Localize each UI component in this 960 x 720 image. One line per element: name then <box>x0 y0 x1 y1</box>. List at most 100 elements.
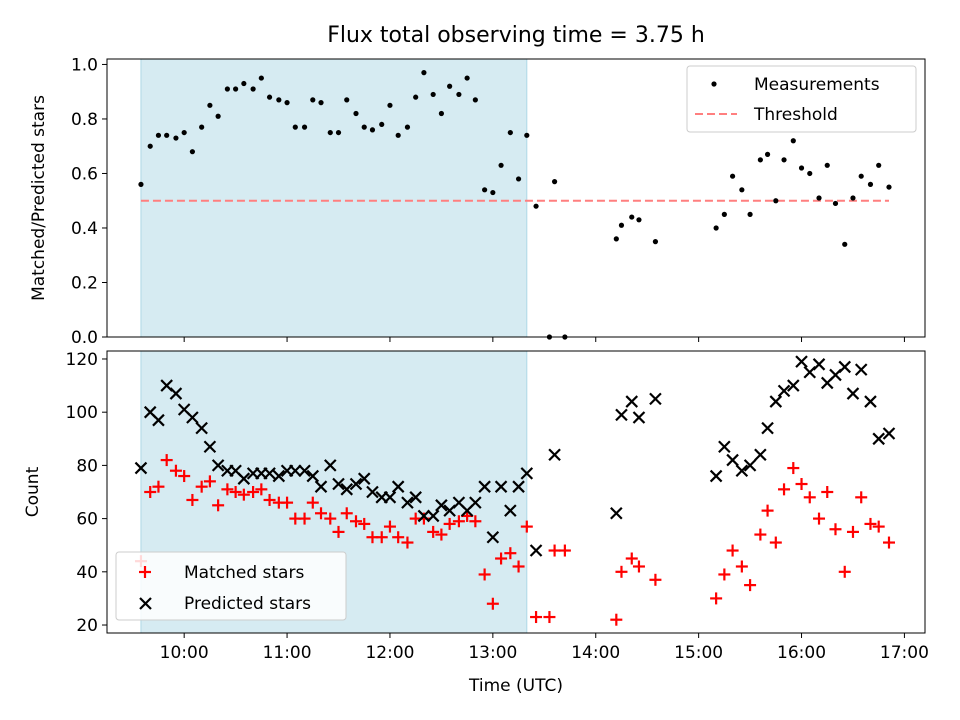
measurement-point <box>250 86 256 92</box>
predicted-star-point <box>882 427 896 440</box>
matched-star-point <box>247 486 260 498</box>
measurement-point <box>551 179 558 185</box>
matched-star-point <box>610 613 623 626</box>
matched-star-point <box>530 611 543 624</box>
measurement-point <box>613 236 619 242</box>
predicted-star-point <box>237 472 251 485</box>
matched-star-point <box>744 579 757 592</box>
measurement-point <box>498 162 504 168</box>
predicted-star-point <box>186 411 199 424</box>
matched-star-point <box>392 531 405 544</box>
matched-star-point <box>864 517 877 530</box>
predicted-star-point <box>426 509 440 523</box>
matched-star-point <box>882 536 895 549</box>
measurement-point <box>464 75 470 81</box>
matched-star-point <box>787 462 800 475</box>
bottom-legend-box <box>115 551 347 621</box>
matched-star-point <box>795 478 808 491</box>
predicted-star-point <box>152 413 165 427</box>
predicted-star-point <box>494 480 508 493</box>
measurement-point <box>310 97 316 103</box>
y-tick-label: 0.2 <box>71 273 98 293</box>
measurement-point <box>850 195 856 201</box>
matched-star-point <box>769 536 782 549</box>
measurement-point <box>629 214 635 220</box>
matched-star-point <box>520 520 533 533</box>
measurement-point <box>335 129 342 136</box>
matched-star-point <box>512 560 525 573</box>
measurement-point <box>524 132 530 138</box>
bottom-x-axis: 10:00 11:00 12:00 13:00 14:00 15:00 16:00 17:00 <box>160 633 929 663</box>
matched-star-point <box>548 544 561 557</box>
predicted-star-point <box>754 448 767 462</box>
measurement-point <box>276 97 282 103</box>
top-x-ticks <box>183 337 905 342</box>
measurement-point <box>842 241 848 247</box>
top-y-axis-label: Matched/Predicted stars <box>29 95 49 301</box>
matched-star-point <box>803 491 816 504</box>
measurement-point <box>824 162 830 168</box>
matched-star-point <box>846 525 859 538</box>
matched-star-point <box>332 525 345 538</box>
predicted-stars-series <box>134 355 896 557</box>
predicted-star-point <box>272 469 286 483</box>
measurement-point <box>757 157 763 163</box>
matched-star-point <box>632 560 645 573</box>
measurement-point <box>387 102 393 108</box>
measurement-point <box>173 135 179 141</box>
measurement-point <box>858 173 864 179</box>
x-axis-label: Time (UTC) <box>468 676 563 696</box>
y-tick-label: 20 <box>76 616 98 636</box>
predicted-star-point <box>314 480 328 493</box>
x-tick-label: 13:00 <box>468 643 517 663</box>
matched-star-point <box>625 552 638 565</box>
matched-star-point <box>735 560 748 573</box>
measurement-point <box>199 124 205 130</box>
measurement-point <box>369 127 376 133</box>
bottom-legend: Matched stars Predicted stars <box>115 551 347 621</box>
matched-star-point <box>778 483 791 496</box>
predicted-star-point <box>777 384 791 398</box>
matched-star-point <box>872 520 885 533</box>
bottom-axes-frame <box>106 350 926 634</box>
measurement-point <box>258 75 264 81</box>
measurement-point <box>181 129 187 136</box>
measurement-point <box>773 198 779 204</box>
matched-star-point <box>427 525 440 538</box>
predicted-star-point <box>761 421 774 435</box>
measurement-point <box>739 187 745 193</box>
matched-star-point <box>212 499 225 512</box>
matched-star-point <box>358 517 371 530</box>
measurement-point <box>421 70 427 76</box>
measurement-point <box>447 83 453 89</box>
y-tick-label: 120 <box>66 350 98 370</box>
predicted-star-point <box>357 472 371 485</box>
y-tick-label: 0.6 <box>71 164 98 184</box>
measurement-point <box>816 195 822 201</box>
predicted-star-point <box>520 467 534 480</box>
top-observing-span <box>140 58 528 338</box>
matched-star-point <box>469 515 482 528</box>
predicted-star-point <box>743 459 757 472</box>
measurement-point <box>292 124 298 130</box>
legend-predicted-label: Predicted stars <box>184 594 311 614</box>
predicted-star-point <box>795 355 808 368</box>
matched-star-point <box>718 568 731 581</box>
matched-star-point <box>315 507 328 520</box>
matched-star-point <box>813 512 826 525</box>
y-tick-label: 40 <box>76 563 98 583</box>
measurement-point <box>456 91 462 98</box>
matched-star-point <box>229 486 242 498</box>
x-tick-label: 16:00 <box>777 643 826 663</box>
measurement-point <box>867 181 874 187</box>
measurement-point <box>164 132 170 138</box>
measurement-point <box>781 157 787 163</box>
matched-star-point <box>169 464 182 477</box>
measurement-point <box>713 225 719 231</box>
measurement-point <box>618 222 625 228</box>
matched-star-point <box>754 528 767 541</box>
matched-star-point <box>821 486 834 498</box>
measurement-point <box>507 129 513 136</box>
predicted-star-point <box>812 358 826 371</box>
y-tick-label: 0.0 <box>71 328 98 348</box>
